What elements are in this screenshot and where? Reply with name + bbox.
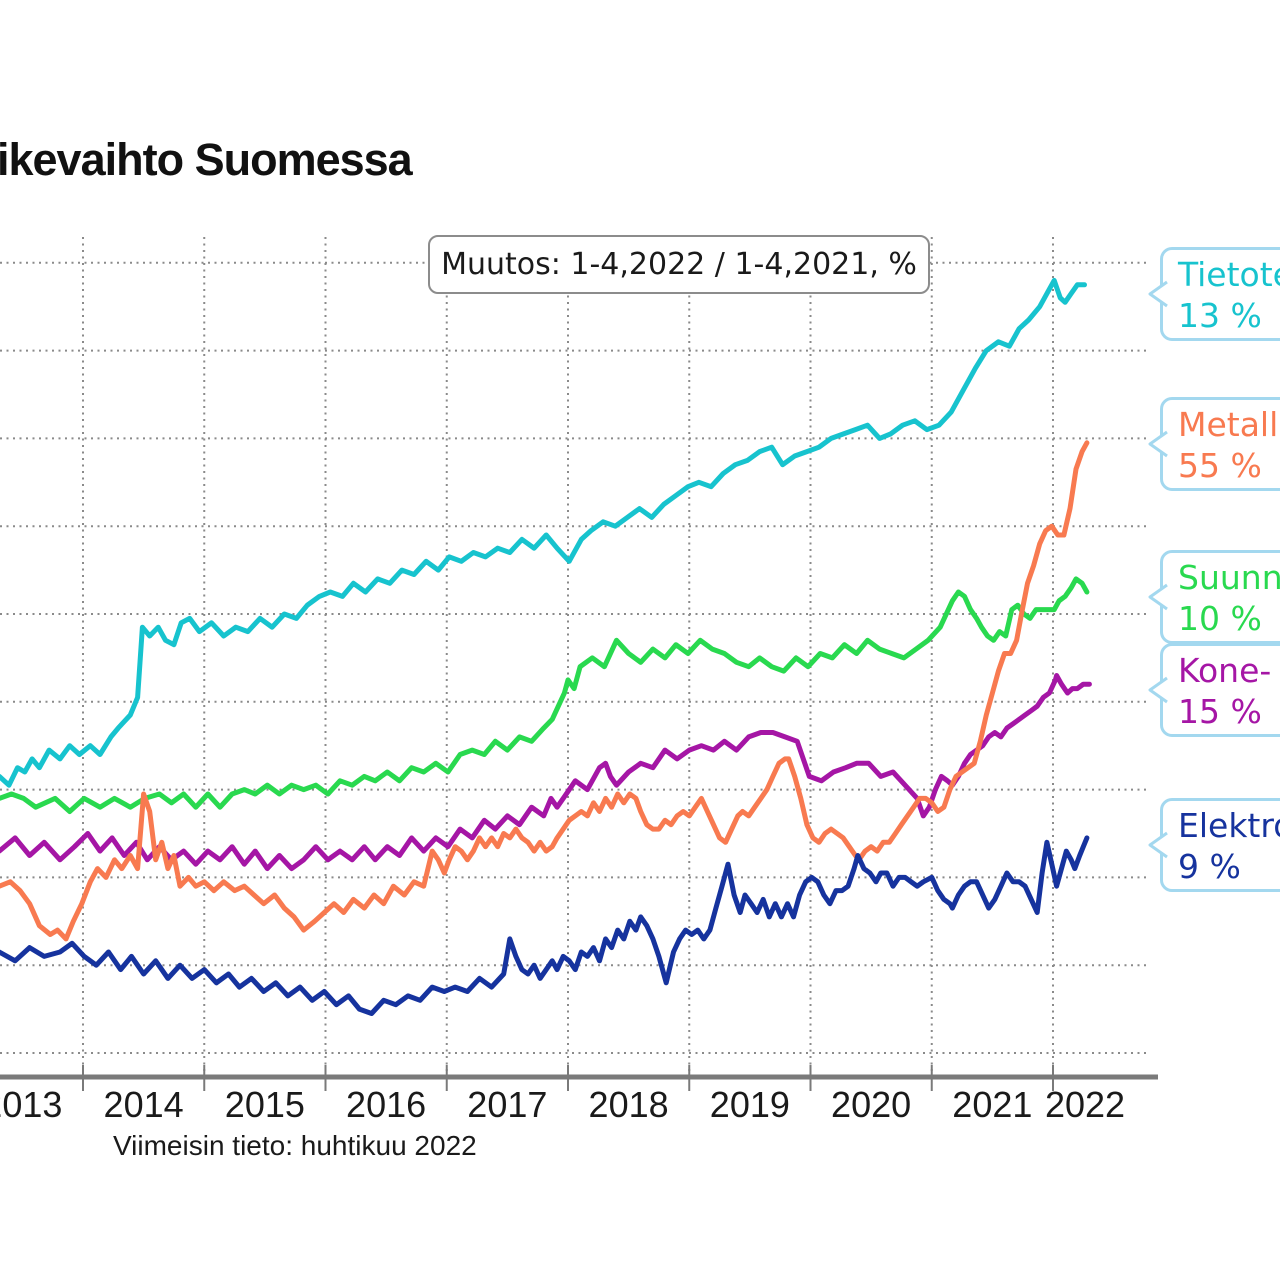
legend-item-kone: Kone- 15 %	[1148, 643, 1280, 737]
x-axis-label-2021: 2021	[952, 1084, 1033, 1125]
legend-value: 55 %	[1178, 446, 1262, 485]
series-line-kone	[0, 673, 1092, 872]
legend-label: Kone-	[1178, 651, 1272, 690]
legend-item-tietotekniikka: Tietote 13 %	[1148, 247, 1280, 341]
x-axis-label-2020: 2020	[831, 1084, 912, 1125]
footnote-text: Viimeisin tieto: huhtikuu 2022	[113, 1130, 477, 1161]
x-axis-label-2016: 2016	[346, 1084, 427, 1125]
series-line-tietotekniikka	[0, 277, 1087, 788]
x-axis-label-2017: 2017	[467, 1084, 548, 1125]
legend-label: Tietote	[1178, 255, 1280, 294]
callout-pointer-icon	[1148, 430, 1168, 458]
legend-label: Suunn	[1178, 558, 1280, 597]
legend-value: 10 %	[1178, 599, 1262, 638]
callout-pointer-icon	[1148, 831, 1168, 859]
legend-value: 13 %	[1178, 296, 1262, 335]
series-line-suunnittelu	[0, 576, 1090, 814]
series-line-elektroniikka	[0, 835, 1090, 1016]
annotation-text: Muutos: 1-4,2022 / 1-4,2021, %	[441, 247, 917, 282]
page-title: ikevaihto Suomessa	[0, 134, 413, 185]
x-axis-label-2013: 2013	[0, 1084, 63, 1125]
callout-pointer-icon	[1148, 583, 1168, 611]
legend-label: Metall	[1178, 405, 1279, 444]
legend-item-metalli: Metall 55 %	[1148, 397, 1280, 491]
legend-item-elektroniikka: Elektro 9 %	[1148, 798, 1280, 892]
legend-label: Elektro	[1178, 806, 1280, 845]
x-axis-label-2019: 2019	[709, 1084, 790, 1125]
callout-pointer-icon	[1148, 280, 1168, 308]
x-axis-label-2014: 2014	[103, 1084, 184, 1125]
legend-value: 9 %	[1178, 847, 1241, 886]
x-axis-label-2015: 2015	[224, 1084, 305, 1125]
series-line-metalli	[0, 440, 1090, 942]
callout-pointer-icon	[1148, 676, 1168, 704]
x-axis-label-2022: 2022	[1044, 1084, 1126, 1125]
legend-item-suunnittelu: Suunn 10 %	[1148, 550, 1280, 644]
legend-value: 15 %	[1178, 692, 1262, 731]
x-axis-label-2018: 2018	[588, 1084, 669, 1125]
annotation-box: Muutos: 1-4,2022 / 1-4,2021, %	[428, 235, 930, 294]
